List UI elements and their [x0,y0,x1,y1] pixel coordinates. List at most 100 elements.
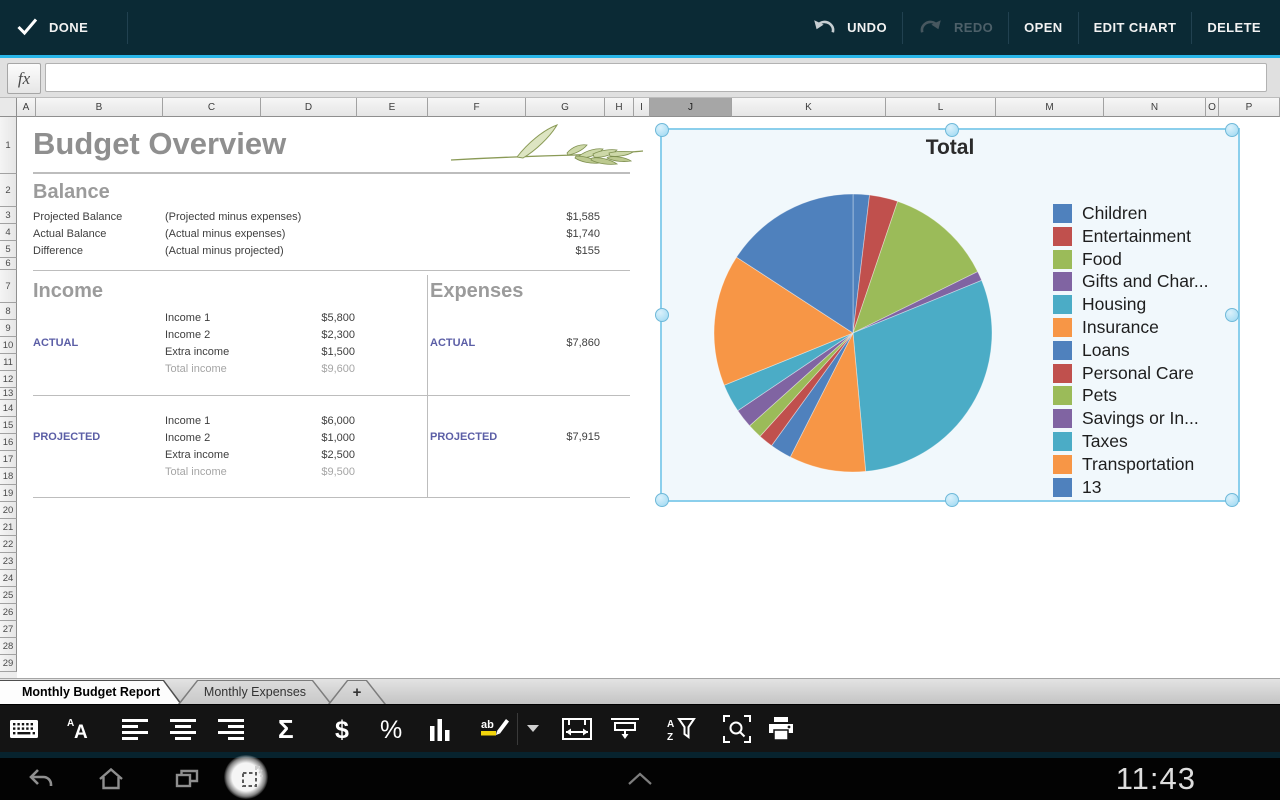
row-header-16[interactable]: 16 [0,434,17,451]
resize-handle[interactable] [655,493,669,507]
row-header-26[interactable]: 26 [0,604,17,621]
delete-button[interactable]: DELETE [1192,0,1276,55]
column-header-M[interactable]: M [996,98,1104,117]
tab-monthly-budget-report[interactable]: Monthly Budget Report [0,680,182,704]
row-header-12[interactable]: 12 [0,371,17,388]
formula-input[interactable] [45,63,1267,92]
format-highlight-icon[interactable]: ab [475,709,515,749]
cell[interactable]: $1,585 [566,211,600,223]
row-header-29[interactable]: 29 [0,655,17,672]
column-header-A[interactable]: A [17,98,36,117]
row-header-23[interactable]: 23 [0,553,17,570]
expenses-row[interactable]: $7,860 [430,335,600,352]
row-header-13[interactable]: 13 [0,388,17,400]
resize-handle[interactable] [945,493,959,507]
currency-icon[interactable]: $ [322,709,362,749]
column-header-C[interactable]: C [163,98,261,117]
align-left-icon[interactable] [115,709,155,749]
cell[interactable]: Income 2 [165,329,211,341]
sum-icon[interactable]: Σ [267,709,307,749]
row-header-7[interactable]: 7 [0,270,17,303]
resize-handle[interactable] [1225,493,1239,507]
column-header-I[interactable]: I [634,98,650,117]
balance-row[interactable]: Difference (Actual minus projected) $155 [33,243,600,260]
expenses-actual-label[interactable]: ACTUAL [430,337,476,349]
column-header-F[interactable]: F [428,98,526,117]
row-header-8[interactable]: 8 [0,303,17,320]
column-header-O[interactable]: O [1206,98,1219,117]
column-header-K[interactable]: K [732,98,886,117]
cell[interactable]: $2,500 [321,449,355,461]
cell[interactable]: Income 2 [165,432,211,444]
screenshot-icon[interactable] [224,755,271,800]
print-icon[interactable] [761,709,801,749]
fx-button[interactable]: fx [7,63,41,94]
row-header-18[interactable]: 18 [0,468,17,485]
redo-button[interactable]: REDO [903,0,1008,55]
column-header-P[interactable]: P [1219,98,1280,117]
cell[interactable]: $1,000 [321,432,355,444]
cell[interactable]: Income 1 [165,312,211,324]
recents-icon[interactable] [166,758,208,800]
done-button[interactable]: DONE [0,0,103,55]
row-header-10[interactable]: 10 [0,337,17,354]
edit-chart-button[interactable]: EDIT CHART [1079,0,1192,55]
row-header-15[interactable]: 15 [0,417,17,434]
cell[interactable]: Projected Balance [33,211,123,223]
row-header-28[interactable]: 28 [0,638,17,655]
income-total-row[interactable]: Total income $9,500 [165,464,355,481]
column-header-E[interactable]: E [357,98,428,117]
resize-handle[interactable] [655,123,669,137]
cell[interactable]: Actual Balance [33,228,107,240]
income-actual-label[interactable]: ACTUAL [33,337,79,349]
column-header-N[interactable]: N [1104,98,1206,117]
cell[interactable]: Total income [165,466,227,478]
income-row[interactable]: Income 1 $6,000 [165,413,355,430]
row-header-2[interactable]: 2 [0,174,17,207]
tab-monthly-expenses[interactable]: Monthly Expenses [178,680,332,704]
expenses-heading-cell[interactable]: Expenses [430,280,524,302]
cell[interactable]: $9,500 [321,466,355,478]
cell[interactable]: (Projected minus expenses) [165,211,302,223]
dropdown-icon[interactable] [517,709,549,749]
row-header-27[interactable]: 27 [0,621,17,638]
back-icon[interactable] [19,758,61,800]
income-row[interactable]: Income 1 $5,800 [165,310,355,327]
income-row[interactable]: Income 2 $2,300 [165,327,355,344]
resize-handle[interactable] [1225,308,1239,322]
chart-object[interactable]: Total Children Entertainment Food Gifts and… [655,123,1240,507]
cell[interactable]: $6,000 [321,415,355,427]
column-width-icon[interactable] [557,709,597,749]
row-header-5[interactable]: 5 [0,241,17,258]
expenses-projected-label[interactable]: PROJECTED [430,431,498,443]
percent-icon[interactable]: % [372,709,412,749]
align-center-icon[interactable] [163,709,203,749]
row-header-25[interactable]: 25 [0,587,17,604]
cell[interactable]: Total income [165,363,227,375]
row-height-icon[interactable] [605,709,645,749]
row-header-19[interactable]: 19 [0,485,17,502]
cell[interactable]: Extra income [165,449,230,461]
row-header-9[interactable]: 9 [0,320,17,337]
row-header-17[interactable]: 17 [0,451,17,468]
column-header-H[interactable]: H [605,98,634,117]
cell[interactable]: Extra income [165,346,230,358]
income-row[interactable]: Income 2 $1,000 [165,430,355,447]
cell[interactable]: Income 1 [165,415,211,427]
row-header-24[interactable]: 24 [0,570,17,587]
income-row[interactable]: Extra income $1,500 [165,344,355,361]
cell[interactable]: (Actual minus expenses) [165,228,286,240]
chevron-up-icon[interactable] [619,758,661,800]
cell[interactable]: $7,915 [566,431,600,443]
income-heading-cell[interactable]: Income [33,280,104,302]
cell[interactable]: Difference [33,245,83,257]
row-header-1[interactable]: 1 [0,117,17,174]
cell[interactable]: $1,740 [566,228,600,240]
cell[interactable]: $7,860 [566,337,600,349]
income-row[interactable]: Extra income $2,500 [165,447,355,464]
balance-row[interactable]: Projected Balance (Projected minus expen… [33,209,600,226]
cell[interactable]: $155 [575,245,600,257]
row-header-20[interactable]: 20 [0,502,17,519]
row-header-3[interactable]: 3 [0,207,17,224]
